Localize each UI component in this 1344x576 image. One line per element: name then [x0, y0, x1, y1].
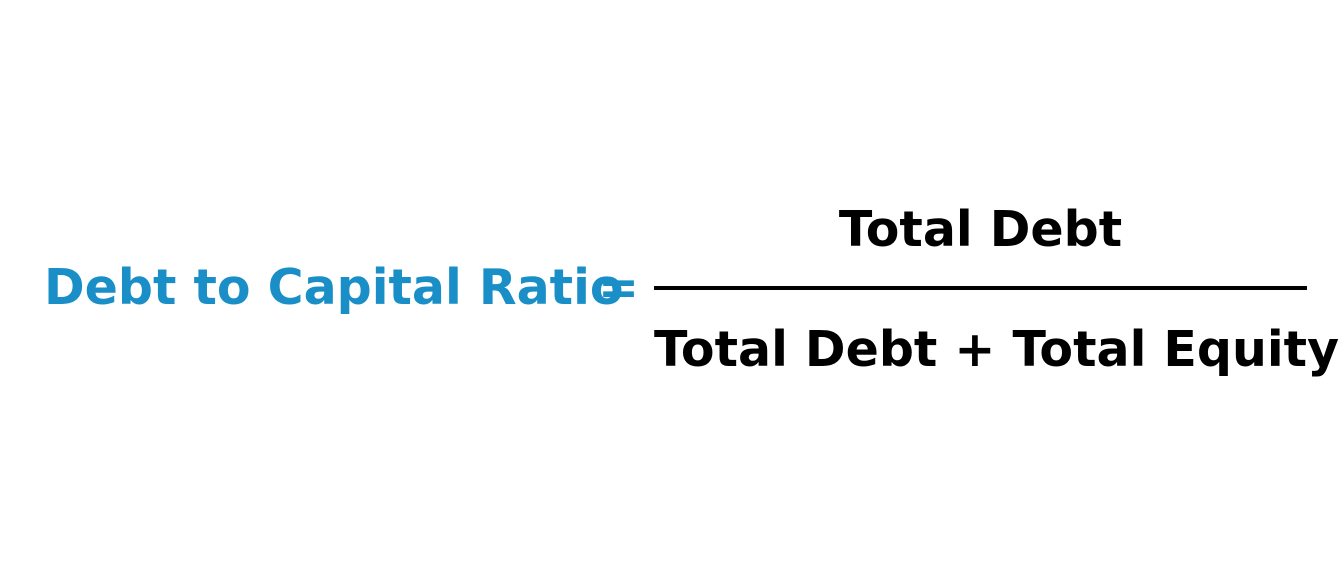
fraction-bar [654, 286, 1307, 290]
formula-denominator: Total Debt + Total Equity [654, 321, 1340, 378]
formula-numerator: Total Debt [838, 201, 1123, 258]
formula-lhs: Debt to Capital Ratio [44, 259, 624, 316]
equals-sign: = [598, 259, 640, 316]
